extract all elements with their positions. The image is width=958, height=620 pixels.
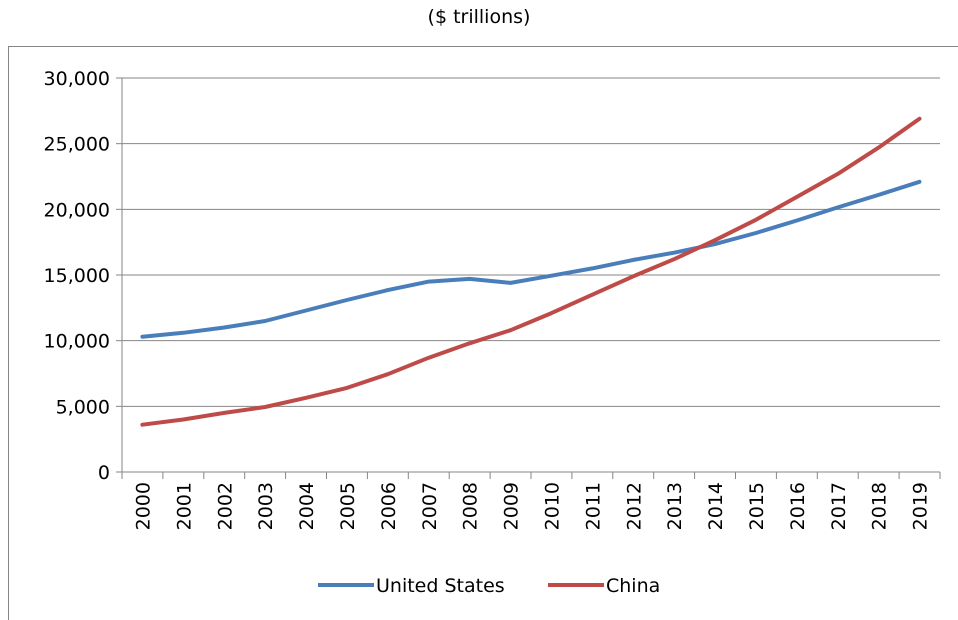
y-tick-label: 25,000 bbox=[44, 134, 110, 156]
x-tick-label: 2015 bbox=[746, 482, 768, 530]
y-tick-label: 5,000 bbox=[56, 396, 110, 418]
legend-label: China bbox=[606, 575, 660, 597]
legend-label: United States bbox=[376, 575, 505, 597]
x-tick-label: 2013 bbox=[664, 482, 686, 530]
x-tick-label: 2012 bbox=[623, 482, 645, 530]
x-tick-label: 2006 bbox=[378, 482, 400, 530]
series-lines bbox=[140, 116, 922, 427]
x-tick-label: 2002 bbox=[214, 482, 236, 530]
x-tick-label: 2000 bbox=[132, 482, 154, 530]
x-tick-label: 2016 bbox=[787, 482, 809, 530]
y-tick-label: 20,000 bbox=[44, 199, 110, 221]
series-line-united-states bbox=[140, 179, 922, 339]
chart-frame bbox=[8, 46, 958, 620]
x-tick-label: 2019 bbox=[910, 482, 932, 530]
x-tick-label: 2009 bbox=[501, 482, 523, 530]
x-axis-ticks: 2000 2001 2002 2003 2004 2005 2006 2007 2008 2009… bbox=[121, 472, 941, 530]
x-tick-label: 2018 bbox=[869, 482, 891, 530]
x-tick-label: 2007 bbox=[419, 482, 441, 530]
gridlines bbox=[121, 77, 940, 473]
x-tick-label: 2005 bbox=[337, 482, 359, 530]
series-line-china bbox=[140, 116, 922, 427]
chart-title: ($ trillions) bbox=[427, 6, 531, 28]
y-axis-ticks: 0 5,000 10,000 15,000 20,000 25,000 30,000 bbox=[44, 68, 122, 484]
y-tick-label: 10,000 bbox=[44, 331, 110, 353]
x-tick-label: 2008 bbox=[460, 482, 482, 530]
x-tick-label: 2017 bbox=[828, 482, 850, 530]
x-tick-label: 2004 bbox=[296, 482, 318, 530]
legend: United States China bbox=[318, 575, 660, 597]
x-tick-label: 2010 bbox=[541, 482, 563, 530]
y-tick-label: 15,000 bbox=[44, 265, 110, 287]
y-tick-label: 30,000 bbox=[44, 68, 110, 90]
x-tick-label: 2003 bbox=[255, 482, 277, 530]
x-tick-label: 2001 bbox=[173, 482, 195, 530]
y-tick-label: 0 bbox=[98, 462, 110, 484]
x-tick-label: 2014 bbox=[705, 482, 727, 530]
x-tick-label: 2011 bbox=[582, 482, 604, 530]
